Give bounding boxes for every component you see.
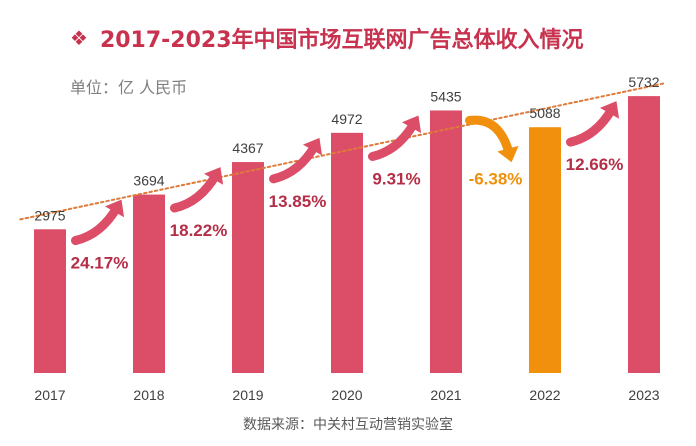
diamond-bullet-icon: ❖ [70,26,88,50]
growth-rate-label: 18.22% [170,221,228,240]
data-source: 数据来源：中关村互动营销实验室 [243,417,453,433]
growth-rate-label: -6.38% [469,169,523,188]
x-tick-label-2022: 2022 [529,387,560,403]
growth-arrowhead-icon [104,199,125,218]
bar-2017 [34,229,66,373]
value-label-2021: 5435 [430,88,461,104]
bar-2023 [628,96,660,373]
x-tick-label-2017: 2017 [34,387,65,403]
growth-arrowhead-icon [401,115,422,134]
x-tick-label-2021: 2021 [430,387,461,403]
growth-rate-label: 12.66% [566,155,624,174]
unit-label: 单位：亿 人民币 [70,78,188,97]
bar-2020 [331,132,363,373]
growth-arrow-icon [368,117,419,161]
x-tick-label-2023: 2023 [628,387,659,403]
growth-arrowhead-icon [599,101,620,119]
growth-rate-label: 24.17% [71,254,129,273]
value-label-2018: 3694 [133,173,164,189]
bar-2022 [529,127,561,374]
growth-arrow-icon [71,202,122,246]
value-label-2019: 4367 [232,140,263,156]
x-tick-label-2020: 2020 [331,387,362,403]
value-label-2023: 5732 [628,74,659,90]
growth-arrow-icon [566,103,617,147]
title-row: ❖ 2017-2023年中国市场互联网广告总体收入情况 [70,22,584,54]
growth-rate-label: 9.31% [372,169,420,188]
value-label-2022: 5088 [529,105,560,121]
chart-title: 2017-2023年中国市场互联网广告总体收入情况 [99,28,584,53]
growth-arrowhead-icon [497,145,519,163]
value-label-2020: 4972 [331,111,362,127]
growth-arrowhead-icon [203,167,224,185]
growth-arrow-icon [465,115,514,159]
growth-rate-label: 13.85% [269,192,327,211]
bar-2018 [133,194,165,373]
bar-2021 [430,110,462,374]
growth-arrowhead-icon [302,137,323,156]
trend-line [19,82,665,221]
x-tick-label-2019: 2019 [232,387,263,403]
bar-2019 [232,162,264,373]
value-label-2017: 2975 [34,207,65,223]
growth-arrow-icon [170,169,221,213]
x-tick-label-2018: 2018 [133,387,164,403]
